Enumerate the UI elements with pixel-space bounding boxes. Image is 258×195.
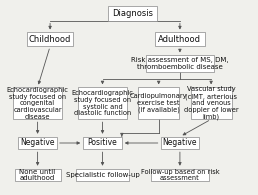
FancyBboxPatch shape <box>76 169 129 181</box>
Text: Cardiopulmonary
exercise test
(if available): Cardiopulmonary exercise test (if availa… <box>130 93 187 113</box>
FancyBboxPatch shape <box>27 32 73 46</box>
Text: Negative: Negative <box>20 138 55 147</box>
Text: Risk assessment of MS, DM,
thromboembolic disease: Risk assessment of MS, DM, thromboemboli… <box>131 57 229 70</box>
FancyBboxPatch shape <box>151 169 209 181</box>
FancyBboxPatch shape <box>18 137 57 149</box>
Text: Negative: Negative <box>163 138 197 147</box>
FancyBboxPatch shape <box>138 87 179 119</box>
FancyBboxPatch shape <box>155 32 205 46</box>
Text: Specialistic follow-up: Specialistic follow-up <box>66 172 139 178</box>
FancyBboxPatch shape <box>83 137 122 149</box>
FancyBboxPatch shape <box>190 87 232 119</box>
Text: Echocardiographic
study focused on
systolic and
diastolic function: Echocardiographic study focused on systo… <box>71 90 133 116</box>
FancyBboxPatch shape <box>108 6 157 20</box>
Text: None until
adulthood: None until adulthood <box>19 168 56 181</box>
FancyBboxPatch shape <box>14 169 61 181</box>
FancyBboxPatch shape <box>78 87 127 119</box>
FancyBboxPatch shape <box>160 137 199 149</box>
Text: Diagnosis: Diagnosis <box>112 9 153 18</box>
Text: Vascular study
(cIMT, arterious
and venous
doppler of lower
limb): Vascular study (cIMT, arterious and veno… <box>184 86 238 120</box>
Text: Childhood: Childhood <box>29 35 71 44</box>
Text: Adulthood: Adulthood <box>158 35 201 44</box>
FancyBboxPatch shape <box>13 87 62 119</box>
Text: Positive: Positive <box>88 138 117 147</box>
Text: Echocardiographic
study focused on
congenital
cardiovascular
disease: Echocardiographic study focused on conge… <box>7 87 69 120</box>
FancyBboxPatch shape <box>146 55 214 72</box>
Text: Follow-up based on risk
assessment: Follow-up based on risk assessment <box>141 168 219 181</box>
